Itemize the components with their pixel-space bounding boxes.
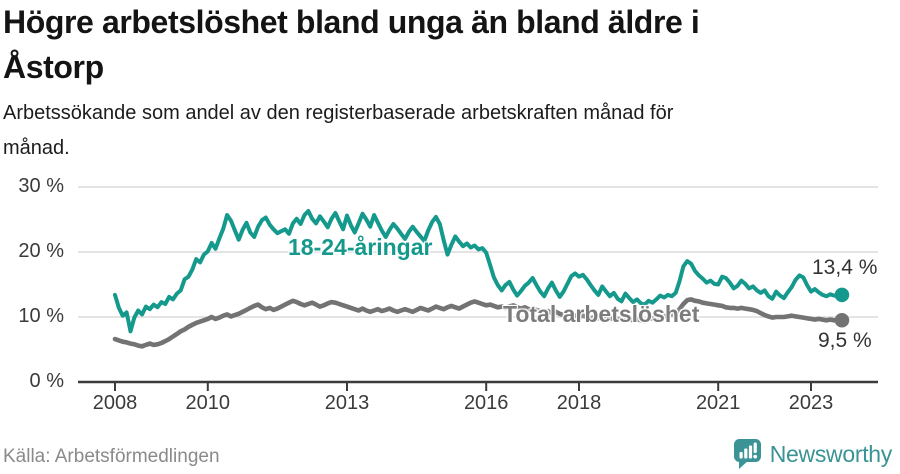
x-axis-tick-label: 2010 [185, 392, 231, 414]
page-title-line2: Åstorp [3, 49, 104, 85]
chart-subtitle: Arbetssökande som andel av den registerb… [3, 96, 863, 166]
end-value-label-youth: 13,4 % [812, 256, 878, 279]
newsworthy-logo: Newsworthy [733, 438, 892, 470]
y-axis-tick-label: 20 % [18, 240, 64, 262]
x-axis-tick-label: 2021 [695, 392, 741, 414]
x-axis-tick-label: 2018 [556, 392, 602, 414]
x-axis-tick-label: 2008 [92, 392, 138, 414]
series-line-youth [113, 209, 844, 334]
chart-subtitle-line2: månad. [3, 137, 70, 159]
chart-subtitle-line1: Arbetssökande som andel av den registerb… [3, 102, 674, 124]
x-axis-tick-label: 2016 [463, 392, 509, 414]
x-axis-tick-label: 2023 [788, 392, 834, 414]
page-title-line1: Högre arbetslöshet bland unga än bland ä… [3, 4, 700, 40]
y-axis-tick-label: 30 % [18, 175, 64, 197]
y-axis-tick-label: 10 % [18, 305, 64, 327]
end-value-label-total: 9,5 % [818, 329, 872, 352]
series-label-youth: 18-24-åringar [288, 234, 433, 260]
source-attribution: Källa: Arbetsförmedlingen [3, 446, 220, 467]
series-end-dot-total [834, 312, 850, 328]
x-axis-tick-label: 2013 [324, 392, 370, 414]
series-line-total [112, 297, 845, 349]
page-title: Högre arbetslöshet bland unga än bland ä… [3, 0, 883, 90]
newsworthy-bubble-chart-icon [733, 439, 761, 469]
series-label-total: Total arbetslöshet [503, 301, 700, 327]
newsworthy-wordmark: Newsworthy [769, 440, 893, 467]
y-axis-tick-label: 0 % [29, 370, 64, 392]
series-end-dot-youth [834, 287, 850, 303]
